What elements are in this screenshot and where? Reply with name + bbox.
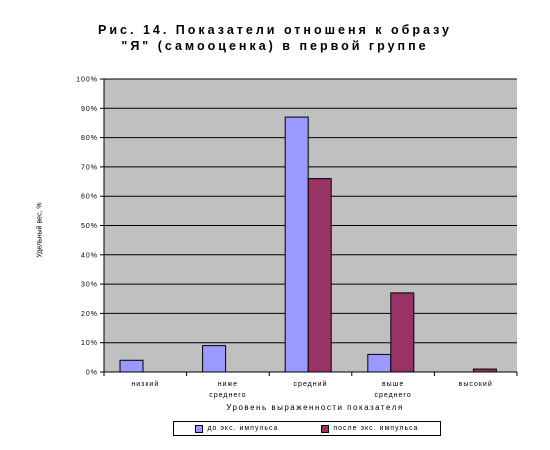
y-tick-label: 0% <box>86 370 98 377</box>
y-tick-label: 20% <box>81 311 98 318</box>
legend-item-after: после экс. импульса <box>321 424 419 433</box>
legend-item-before: до экс. импульса <box>195 424 279 433</box>
x-tick-label: средний <box>294 380 328 388</box>
y-tick-label: 80% <box>81 135 98 142</box>
x-tick-label: высокий <box>459 380 493 388</box>
y-tick-label: 40% <box>81 252 98 259</box>
bar-before <box>367 353 392 373</box>
bar-after <box>472 368 497 373</box>
y-tick-label: 70% <box>81 164 98 171</box>
x-tick-label: среднего <box>209 392 246 399</box>
chart-title-line-2: "Я" (самооценка) в первой группе <box>121 39 429 53</box>
chart-title: Рис. 14. Показатели отношеня к образу "Я… <box>0 22 550 54</box>
y-tick-label: 50% <box>81 223 98 230</box>
bar-before <box>284 116 309 373</box>
y-axis-label: Удельный вес, % <box>36 202 44 258</box>
y-tick-label: 100% <box>76 77 98 84</box>
legend-label-after: после экс. импульса <box>333 425 419 432</box>
x-tick-label: ниже <box>218 381 238 388</box>
chart-title-line-1: Рис. 14. Показатели отношеня к образу <box>98 23 452 37</box>
legend: до экс. импульса после экс. импульса <box>173 421 441 436</box>
bar-after <box>307 178 332 373</box>
x-tick-label: среднего <box>374 392 411 399</box>
legend-swatch-before <box>195 424 204 433</box>
x-tick-label: низкий <box>131 380 159 388</box>
y-tick-label: 10% <box>81 340 98 347</box>
y-tick-label: 60% <box>81 194 98 201</box>
legend-swatch-after <box>321 424 330 433</box>
bar-after <box>390 292 415 373</box>
y-tick-label: 30% <box>81 282 98 289</box>
y-tick-label: 90% <box>81 106 98 113</box>
x-axis-label: Уровень выраженности показателя <box>226 403 404 412</box>
x-tick-label: выше <box>382 381 404 388</box>
bar-before <box>119 359 144 373</box>
bar-before <box>202 345 227 373</box>
legend-label-before: до экс. импульса <box>207 425 279 432</box>
